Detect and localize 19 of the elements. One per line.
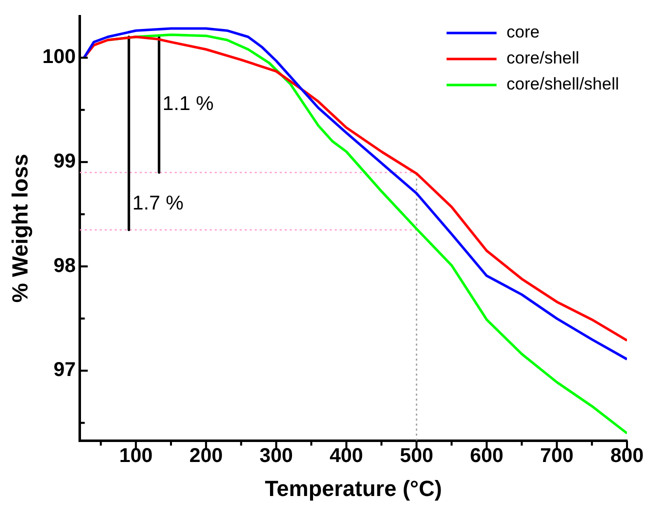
x-tick-label: 500 (400, 445, 434, 468)
y-tick-label: 97 (54, 359, 76, 382)
y-tick-label: 98 (54, 254, 76, 277)
x-axis-title: Temperature (°C) (264, 476, 442, 501)
annotation: 1.1 % (162, 93, 214, 116)
x-tick-label: 400 (330, 445, 364, 468)
x-tick-label: 800 (610, 445, 644, 468)
x-tick-label: 600 (470, 445, 504, 468)
legend-label: core/shell/shell (506, 74, 620, 94)
x-tick-label: 700 (540, 445, 574, 468)
x-tick-label: 100 (119, 445, 153, 468)
legend-label: core/shell (506, 48, 580, 68)
legend-label: core (506, 22, 540, 42)
y-axis-title: % Weight loss (7, 154, 32, 303)
x-tick-label: 200 (189, 445, 223, 468)
y-tick-label: 99 (54, 150, 76, 173)
x-tick-label: 300 (260, 445, 293, 468)
y-tick-label: 100 (42, 46, 76, 68)
annotation: 1.7 % (132, 192, 184, 214)
